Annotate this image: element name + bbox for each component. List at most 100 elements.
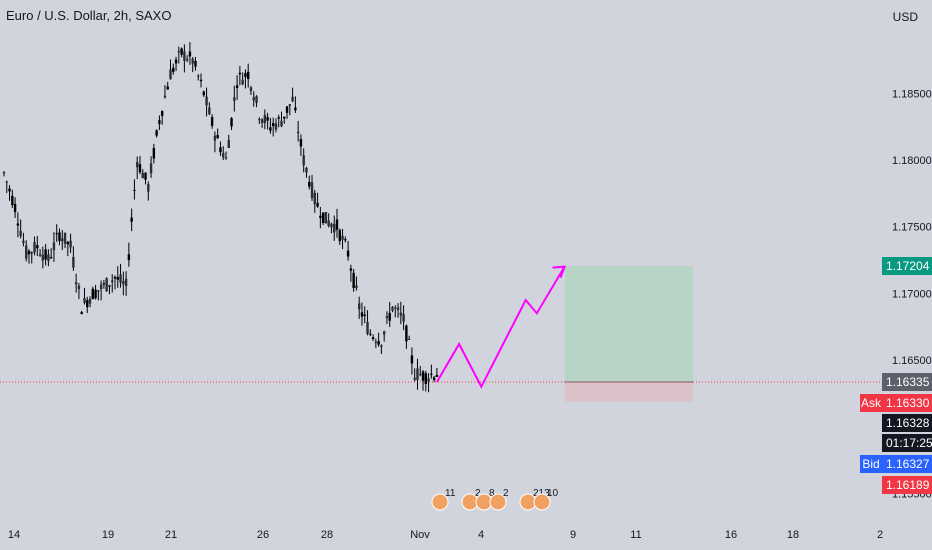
event-count: 2 xyxy=(475,488,481,499)
candle-body xyxy=(2,172,6,174)
candle-body xyxy=(99,284,103,290)
candle-body xyxy=(66,241,70,245)
candle-body xyxy=(299,139,303,147)
countdown-price-tag: 01:17:25 xyxy=(882,434,932,452)
candle-body xyxy=(30,252,33,254)
candle-body xyxy=(338,230,341,242)
candle-body xyxy=(133,189,136,191)
projection-arrow[interactable] xyxy=(436,265,567,389)
candle-body xyxy=(38,254,42,256)
event-icon xyxy=(431,493,449,511)
candle-body xyxy=(410,355,414,364)
candle-body xyxy=(377,340,380,345)
candle-body xyxy=(202,91,205,96)
candle-body xyxy=(205,96,208,106)
candles xyxy=(2,42,439,393)
candle-body xyxy=(399,312,403,316)
candle-body xyxy=(11,195,14,206)
candle-body xyxy=(263,114,267,124)
candle-body xyxy=(69,240,72,248)
candle-body xyxy=(233,97,236,102)
candle-body xyxy=(252,97,255,101)
candle-body xyxy=(124,278,128,286)
candle-body xyxy=(108,285,111,288)
candle-body xyxy=(210,117,214,126)
x-tick-label: 14 xyxy=(8,529,20,541)
candle-body xyxy=(5,181,8,183)
candle-body xyxy=(83,298,86,303)
candle-body xyxy=(388,312,391,321)
candle-body xyxy=(352,272,355,288)
x-tick-label: 26 xyxy=(257,529,269,541)
time-axis[interactable]: 14 19 21 26 28 Nov 4 9 11 16 18 2 xyxy=(8,529,883,541)
candle-body xyxy=(213,135,217,141)
candle-body xyxy=(296,131,300,134)
x-tick-label: 16 xyxy=(725,529,737,541)
candle-body xyxy=(247,71,250,80)
candle-body xyxy=(238,72,242,75)
reward-zone xyxy=(565,266,693,382)
candle-body xyxy=(305,167,308,173)
candle-body xyxy=(380,345,383,347)
candle-body xyxy=(183,51,186,61)
candle-body xyxy=(224,157,228,159)
candle-body xyxy=(149,163,153,174)
candle-body xyxy=(116,277,119,280)
candle-body xyxy=(113,276,117,279)
x-tick-label: 4 xyxy=(478,529,484,541)
candle-body xyxy=(63,232,67,244)
candle-body xyxy=(105,278,108,292)
candle-body xyxy=(219,147,222,153)
candle-body xyxy=(391,306,394,311)
candle-body xyxy=(405,325,408,342)
candle-body xyxy=(374,341,378,343)
candle-body xyxy=(310,182,314,198)
live-price-tag: 1.16328 xyxy=(882,414,932,432)
candle-body xyxy=(291,96,294,102)
candle-body xyxy=(119,274,122,283)
candle-body xyxy=(349,268,353,271)
candle-body xyxy=(22,240,25,243)
candle-body xyxy=(55,233,58,235)
last-price-tag: 1.16335 xyxy=(882,373,932,391)
candle-body xyxy=(266,117,269,121)
x-tick-label: 2 xyxy=(877,529,883,541)
candle-body xyxy=(138,164,142,173)
candle-body xyxy=(61,238,64,242)
risk-zone xyxy=(565,382,693,402)
bid-side-tag: Bid xyxy=(860,455,882,473)
y-tick-label: 1.17000 xyxy=(892,288,932,300)
candle-body xyxy=(88,298,92,304)
x-tick-label: 19 xyxy=(102,529,114,541)
candle-body xyxy=(316,202,319,207)
candle-body xyxy=(327,220,330,227)
candle-body xyxy=(166,86,169,90)
candle-body xyxy=(97,290,100,292)
event-icon xyxy=(489,493,507,511)
candle-body xyxy=(44,249,47,260)
candle-body xyxy=(208,107,211,115)
candle-body xyxy=(185,59,189,61)
candle-body xyxy=(416,368,419,381)
candle-body xyxy=(244,72,247,78)
event-icon xyxy=(533,493,551,511)
long-position-tool[interactable] xyxy=(0,266,880,402)
candle-body xyxy=(333,223,336,233)
candle-body xyxy=(77,285,81,290)
candle-body xyxy=(424,373,427,384)
projection-path xyxy=(436,266,566,389)
stop-price-tag: 1.16189 xyxy=(882,476,932,494)
candle-body xyxy=(271,123,275,127)
event-count: 8 xyxy=(489,488,495,499)
candle-body xyxy=(330,223,333,228)
candle-body xyxy=(360,312,364,317)
candle-body xyxy=(321,212,325,223)
candle-body xyxy=(335,219,339,230)
candle-body xyxy=(130,217,133,222)
candle-body xyxy=(122,281,125,285)
x-tick-label: 21 xyxy=(165,529,177,541)
x-tick-label: 11 xyxy=(630,529,641,541)
candle-body xyxy=(19,230,22,237)
